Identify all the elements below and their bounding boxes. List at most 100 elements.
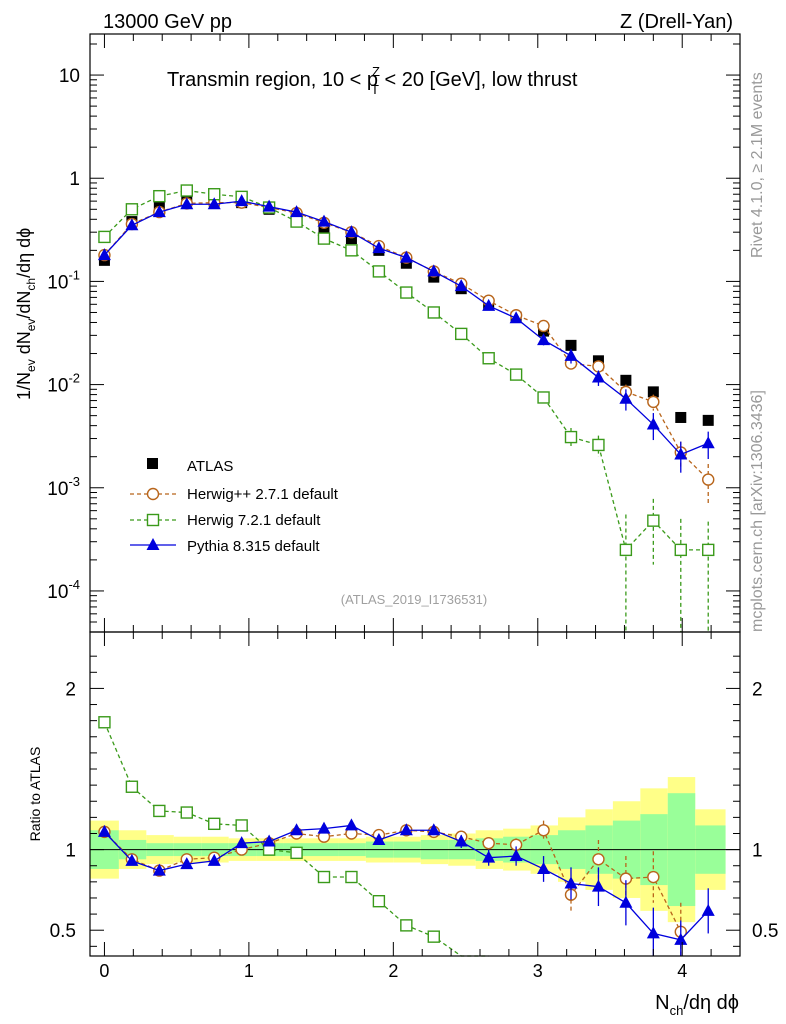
ratio-band-layer: [90, 777, 740, 923]
main-ytick-label: 10-3: [47, 474, 80, 500]
main-point-pythia: [509, 311, 523, 324]
ratio-point-pythia: [290, 823, 304, 836]
main-point-pythia: [674, 447, 688, 460]
ratio-point-herwig7: [427, 930, 440, 943]
ratio-ylabel: Ratio to ATLAS: [27, 747, 43, 842]
ratio-ytick-label: 2: [65, 679, 76, 700]
main-point-pythia: [290, 205, 304, 218]
main-line-pythia: [103, 200, 709, 456]
ratio-point-pythia: [591, 879, 605, 892]
ratio-point-herwig7: [98, 716, 111, 729]
main-point-pythia: [427, 264, 441, 277]
legend-label-herwigpp: Herwig++ 2.7.1 default: [187, 486, 339, 503]
ratio-panel: 0 1 2 3 4 0.5 0.5 1 1 2 2 Ratio to ATLAS: [27, 631, 778, 981]
main-point-herwig7: [317, 232, 331, 245]
ratio-point-pythia: [674, 932, 688, 945]
main-point-herwig7: [619, 543, 633, 557]
ratio-point-herwig7: [317, 870, 331, 884]
legend: ATLAS Herwig++ 2.7.1 default Herwig 7.2.…: [130, 458, 339, 555]
main-point-herwig7: [180, 184, 193, 197]
main-data-layer: [97, 184, 715, 632]
ratio-point-pythia: [207, 853, 221, 866]
ratio-point-herwig7: [290, 846, 303, 860]
ratio-point-pythia: [317, 821, 331, 834]
main-point-herwig7: [290, 215, 303, 228]
main-ytick-label: 10-2: [47, 371, 80, 397]
main-point-pythia: [537, 333, 551, 346]
ratio-point-herwig7: [125, 780, 139, 793]
main-point-pythia: [235, 194, 249, 207]
rivet-label: Rivet 4.1.0, ≥ 2.1M events: [749, 72, 766, 258]
legend-marker-herwigpp: [146, 487, 160, 501]
main-point-pythia: [180, 197, 194, 210]
main-point-atlas: [702, 414, 714, 426]
main-point-atlas: [675, 411, 687, 423]
ratio-frame: [89, 631, 741, 957]
main-point-pythia: [646, 417, 660, 430]
main-point-atlas: [345, 233, 357, 245]
main-point-pythia: [482, 298, 496, 311]
main-point-herwig7: [98, 230, 111, 244]
ratio-point-herwig7: [235, 819, 248, 832]
x-tick-label: 3: [533, 961, 543, 981]
main-point-herwig7: [702, 543, 715, 557]
ratio-point-pythia: [372, 832, 386, 845]
ratio-point-pythia: [180, 857, 194, 870]
main-point-pythia: [125, 218, 139, 231]
x-tick-label: 4: [677, 961, 687, 981]
legend-marker-atlas: [147, 458, 158, 469]
ratio-point-herwigpp: [482, 836, 495, 850]
main-point-pythia: [317, 214, 331, 227]
ratio-point-herwig7: [208, 817, 221, 831]
main-point-herwig7: [674, 543, 687, 557]
ratio-point-pythia: [427, 823, 441, 836]
main-axes: 10-4 10-3 10-2 10-1 1 10: [47, 34, 740, 633]
ratio-point-herwigpp: [592, 853, 605, 866]
ratio-point-pythia: [701, 903, 715, 916]
legend-label-pythia: Pythia 8.315 default: [187, 538, 320, 555]
main-point-pythia: [372, 241, 386, 254]
main-point-herwig7: [482, 352, 495, 365]
main-point-pythia: [262, 199, 276, 212]
main-point-herwig7: [125, 203, 139, 216]
ratio-point-pythia: [262, 834, 276, 847]
main-point-pythia: [344, 225, 358, 238]
main-point-pythia: [564, 348, 578, 361]
analysis-watermark: (ATLAS_2019_I1736531): [341, 592, 487, 607]
ratio-point-pythia: [482, 850, 496, 863]
ratio-point-herwigpp: [537, 824, 550, 837]
ratio-point-herwig7: [180, 806, 193, 819]
main-line-herwigpp: [103, 201, 709, 481]
ratio-point-herwig7: [400, 919, 413, 932]
ratio-point-herwig7: [153, 804, 166, 818]
legend-label-atlas: ATLAS: [187, 458, 233, 475]
main-panel: 10-4 10-3 10-2 10-1 1 10 Transmin region, 10 …: [14, 33, 741, 633]
main-point-pythia: [591, 370, 605, 383]
ratio-line-herwigpp: [103, 829, 682, 933]
legend-label-herwig7: Herwig 7.2.1 default: [187, 512, 321, 529]
main-point-herwigpp: [647, 395, 660, 409]
ratio-ytick-label-right: 2: [752, 679, 763, 700]
ratio-point-pythia: [454, 834, 468, 847]
ratio-point-pythia: [399, 823, 413, 836]
ratio-point-pythia: [344, 818, 358, 831]
main-point-atlas: [620, 374, 632, 386]
ratio-axes: 0 1 2 3 4 0.5 0.5 1 1 2 2: [50, 632, 778, 981]
main-ytick-label: 1: [69, 169, 80, 190]
ratio-point-pythia: [125, 853, 139, 866]
ratio-point-pythia: [97, 824, 111, 837]
main-point-pythia: [619, 391, 633, 404]
main-point-herwigpp: [592, 360, 605, 373]
ratio-ytick-label-right: 1: [752, 841, 763, 862]
header-left: 13000 GeV pp: [103, 11, 232, 33]
ratio-data-layer: [97, 716, 715, 957]
ratio-ytick-label: 1: [65, 841, 76, 862]
main-point-herwigpp: [537, 319, 550, 333]
main-ytick-label: 10: [59, 66, 80, 87]
ratio-point-herwigpp: [647, 870, 660, 884]
legend-marker-pythia: [146, 538, 160, 550]
ratio-point-pythia: [646, 926, 660, 939]
main-point-pythia: [152, 205, 166, 218]
x-tick-label: 2: [388, 961, 398, 981]
